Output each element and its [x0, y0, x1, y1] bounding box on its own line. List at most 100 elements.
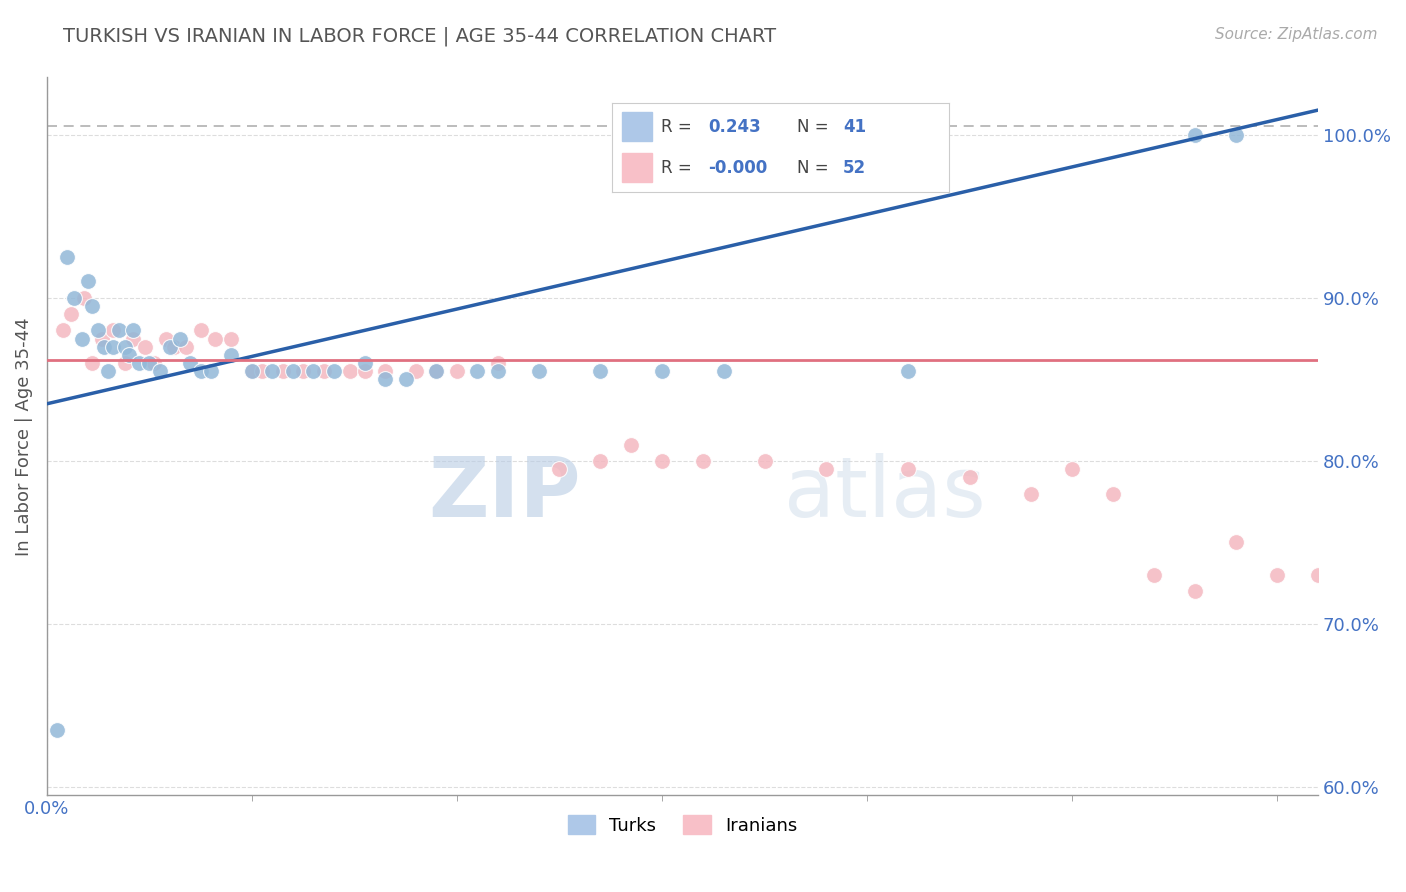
Legend: Turks, Iranians: Turks, Iranians	[558, 806, 806, 844]
Point	[374, 364, 396, 378]
Point	[897, 462, 920, 476]
Point	[959, 470, 981, 484]
Point	[77, 274, 100, 288]
Point	[620, 437, 643, 451]
Point	[651, 364, 673, 378]
Point	[1308, 568, 1330, 582]
FancyBboxPatch shape	[621, 112, 652, 141]
Point	[271, 364, 294, 378]
Text: Source: ZipAtlas.com: Source: ZipAtlas.com	[1215, 27, 1378, 42]
Point	[107, 323, 129, 337]
Point	[1019, 486, 1042, 500]
Point	[142, 356, 165, 370]
Point	[159, 340, 181, 354]
Point	[240, 364, 263, 378]
Point	[114, 356, 136, 370]
Text: ZIP: ZIP	[429, 453, 581, 534]
Point	[134, 340, 156, 354]
Point	[312, 364, 335, 378]
Point	[1143, 568, 1166, 582]
Point	[1225, 535, 1247, 549]
Point	[169, 332, 191, 346]
Text: R =: R =	[661, 118, 696, 136]
Point	[93, 340, 115, 354]
Point	[374, 372, 396, 386]
Point	[713, 364, 735, 378]
Point	[221, 348, 243, 362]
Point	[155, 332, 177, 346]
Point	[467, 364, 489, 378]
Point	[80, 299, 103, 313]
Point	[1225, 128, 1247, 142]
Point	[446, 364, 468, 378]
Point	[897, 364, 920, 378]
Point	[87, 323, 110, 337]
Point	[302, 364, 325, 378]
Point	[73, 291, 96, 305]
Point	[425, 364, 447, 378]
Point	[323, 364, 346, 378]
Point	[70, 332, 93, 346]
Text: R =: R =	[661, 159, 696, 177]
Point	[292, 364, 315, 378]
Point	[128, 356, 150, 370]
Point	[1368, 568, 1391, 582]
Point	[60, 307, 83, 321]
Point	[1184, 584, 1206, 599]
Point	[122, 332, 145, 346]
Point	[56, 250, 79, 264]
Text: TURKISH VS IRANIAN IN LABOR FORCE | AGE 35-44 CORRELATION CHART: TURKISH VS IRANIAN IN LABOR FORCE | AGE …	[63, 27, 776, 46]
Point	[179, 356, 201, 370]
Point	[815, 462, 838, 476]
Point	[200, 364, 222, 378]
Point	[101, 323, 124, 337]
Point	[163, 340, 186, 354]
Text: 41: 41	[842, 118, 866, 136]
Point	[262, 364, 284, 378]
Point	[149, 364, 172, 378]
Point	[204, 332, 226, 346]
Point	[118, 348, 141, 362]
Point	[176, 340, 198, 354]
Text: atlas: atlas	[785, 453, 986, 534]
Text: 52: 52	[842, 159, 866, 177]
Point	[91, 332, 114, 346]
Point	[138, 356, 160, 370]
Point	[589, 364, 612, 378]
Point	[101, 340, 124, 354]
Point	[651, 454, 673, 468]
Point	[122, 323, 145, 337]
Text: N =: N =	[797, 118, 834, 136]
Point	[1184, 128, 1206, 142]
Y-axis label: In Labor Force | Age 35-44: In Labor Force | Age 35-44	[15, 318, 32, 556]
FancyBboxPatch shape	[621, 153, 652, 182]
Point	[486, 364, 509, 378]
Point	[221, 332, 243, 346]
Point	[754, 454, 776, 468]
Point	[353, 364, 375, 378]
Point	[97, 364, 120, 378]
Point	[405, 364, 427, 378]
Point	[425, 364, 447, 378]
Point	[486, 356, 509, 370]
Point	[114, 340, 136, 354]
Point	[190, 323, 212, 337]
Point	[80, 356, 103, 370]
Point	[240, 364, 263, 378]
Point	[250, 364, 273, 378]
Point	[1062, 462, 1084, 476]
Text: N =: N =	[797, 159, 834, 177]
Text: 0.243: 0.243	[707, 118, 761, 136]
Point	[339, 364, 361, 378]
Point	[46, 723, 69, 738]
Point	[589, 454, 612, 468]
Point	[190, 364, 212, 378]
Point	[1265, 568, 1288, 582]
Point	[353, 356, 375, 370]
Point	[692, 454, 714, 468]
Point	[527, 364, 550, 378]
Point	[548, 462, 571, 476]
Point	[395, 372, 418, 386]
Point	[52, 323, 75, 337]
Point	[1102, 486, 1125, 500]
